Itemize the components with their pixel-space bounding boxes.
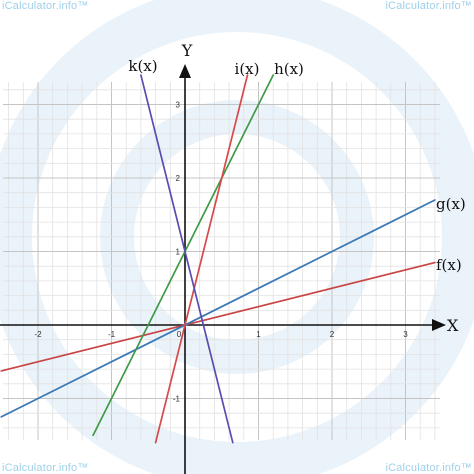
x-axis-label: X bbox=[447, 316, 459, 335]
labels: -2 -1 1 2 3 3 2 1 -1 0 X Yf(x) g(x) h(x) i(x) k(x) bbox=[34, 41, 465, 404]
x-tick-label: 2 bbox=[330, 330, 335, 339]
series-label-hx: h(x) bbox=[274, 60, 304, 78]
series-line-fx bbox=[0, 261, 436, 372]
series-line-ix bbox=[154, 74, 249, 444]
series-line-hx bbox=[92, 74, 275, 437]
series-line-kx bbox=[140, 74, 234, 444]
series-label-gx: g(x) bbox=[436, 195, 466, 213]
x-tick-label: 1 bbox=[256, 330, 261, 339]
x-tick-label: 3 bbox=[403, 330, 408, 339]
watermark-bottom-right: iCalculator.info™ bbox=[385, 462, 472, 474]
x-axis-arrow bbox=[432, 319, 446, 331]
x-tick-label: -1 bbox=[108, 330, 116, 339]
watermark-top-left: iCalculator.info™ bbox=[2, 0, 89, 12]
grid bbox=[3, 82, 440, 440]
series-label-kx: k(x) bbox=[128, 57, 157, 75]
series-label-ix: i(x) bbox=[235, 60, 260, 78]
origin-label: 0 bbox=[177, 330, 182, 339]
y-axis-label: Y bbox=[181, 41, 193, 60]
y-tick-label: 1 bbox=[176, 248, 181, 257]
series-label-fx: f(x) bbox=[436, 256, 462, 274]
x-tick-label: -2 bbox=[34, 330, 42, 339]
y-tick-label: 2 bbox=[176, 174, 181, 183]
series-lines bbox=[0, 74, 436, 444]
watermark-bottom-left: iCalculator.info™ bbox=[2, 462, 89, 474]
y-tick-label: -1 bbox=[173, 395, 181, 404]
series-line-gx bbox=[0, 199, 436, 418]
axes bbox=[0, 64, 446, 474]
y-tick-label: 3 bbox=[176, 101, 181, 110]
watermark-top-right: iCalculator.info™ bbox=[385, 0, 472, 12]
y-axis-arrow bbox=[179, 64, 191, 78]
